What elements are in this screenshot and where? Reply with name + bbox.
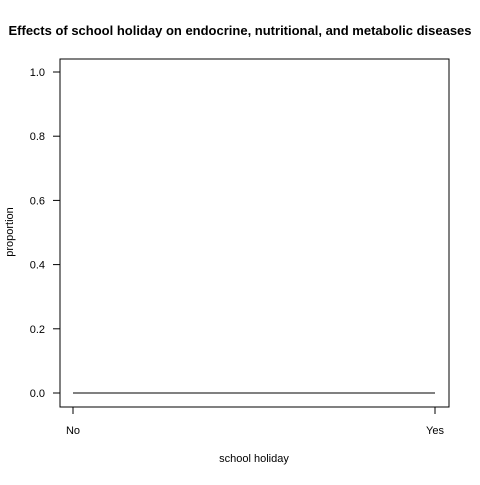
y-tick-label: 0.8 — [30, 131, 45, 143]
chart-title: Effects of school holiday on endocrine, … — [8, 23, 471, 38]
y-tick-label: 1.0 — [30, 67, 45, 79]
y-tick-label: 0.4 — [30, 260, 45, 272]
plot-frame — [59, 58, 450, 408]
y-axis-label: proportion — [4, 207, 16, 257]
x-tick-label: No — [66, 425, 80, 437]
y-axis: 0.0 0.2 0.4 0.6 0.8 1.0 — [30, 67, 61, 400]
y-tick-label: 0.2 — [30, 324, 45, 336]
y-tick-label: 0.6 — [30, 195, 45, 207]
x-tick-label: Yes — [426, 425, 444, 437]
y-tick-label: 0.0 — [30, 388, 45, 400]
x-axis: No Yes — [66, 406, 444, 437]
x-axis-label: school holiday — [219, 453, 289, 465]
